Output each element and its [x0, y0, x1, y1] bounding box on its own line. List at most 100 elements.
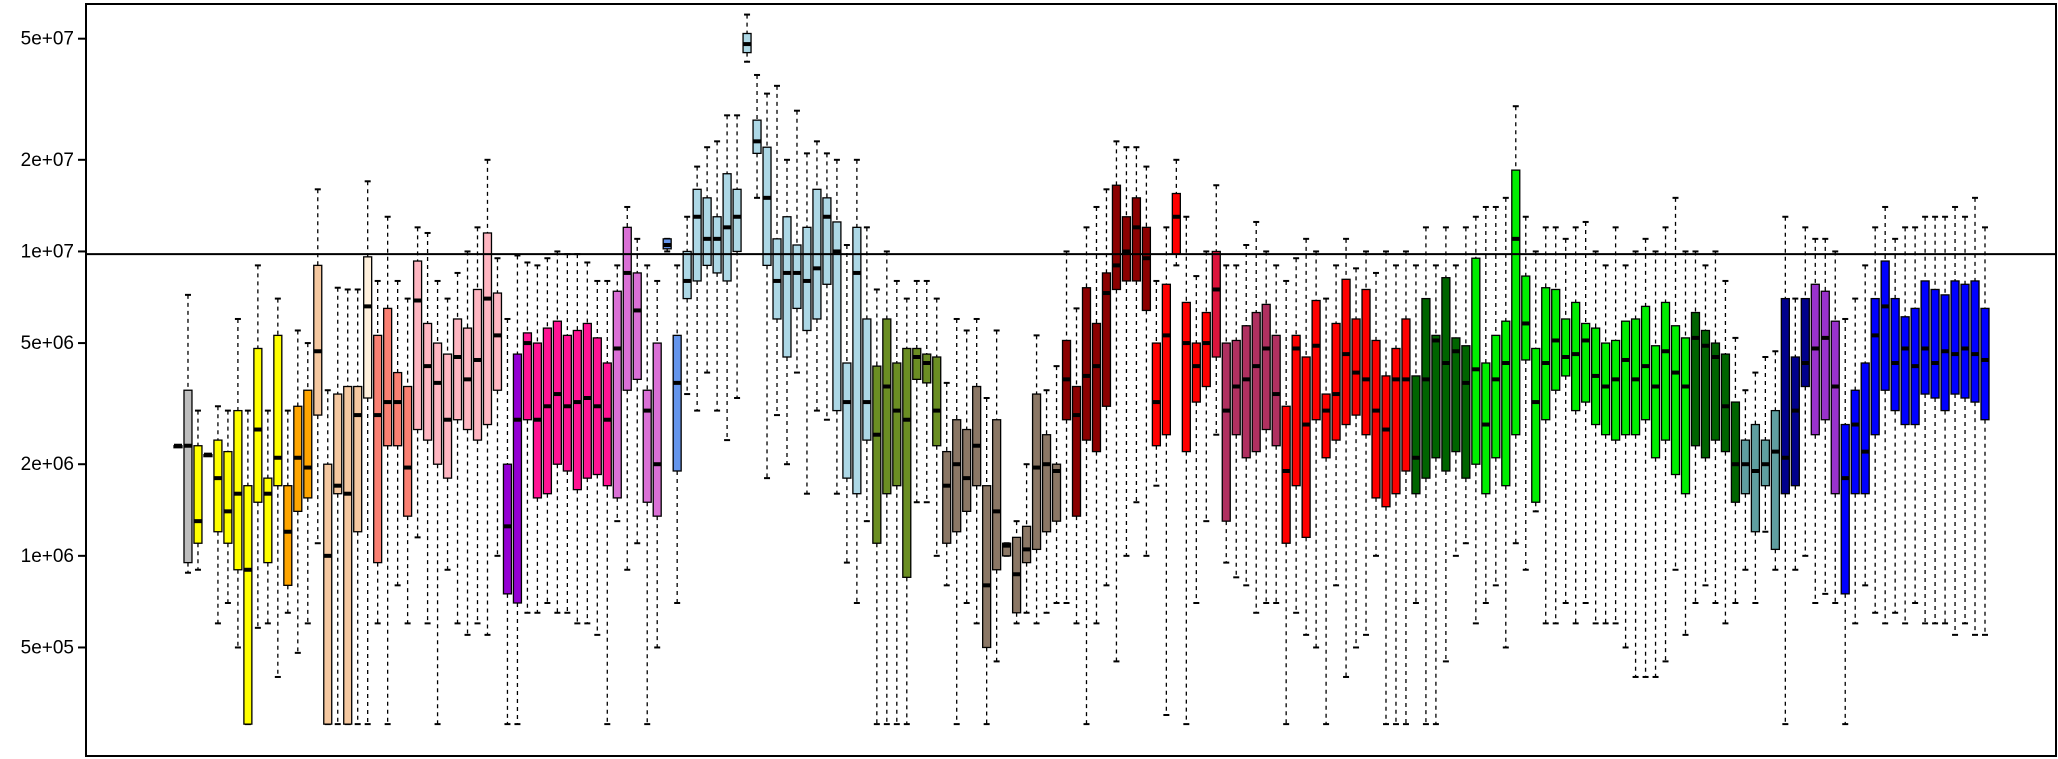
box-9-0	[412, 226, 423, 539]
box-11-2	[542, 257, 553, 604]
box-body	[1690, 311, 1701, 447]
box-11-5	[572, 253, 582, 625]
box-21-5	[1331, 264, 1341, 587]
box-15-3	[902, 297, 912, 726]
y-tick-label: 1e+06	[21, 546, 74, 567]
box-18-3	[1181, 215, 1191, 726]
box-12-3	[642, 264, 652, 726]
box-body	[802, 226, 812, 332]
box-9-1	[422, 231, 433, 625]
box-21-2	[1301, 237, 1311, 636]
box-body	[412, 260, 423, 431]
box-4-1	[223, 409, 233, 604]
box-4-3	[243, 409, 253, 726]
box-body	[1401, 318, 1411, 472]
box-body	[243, 485, 253, 725]
box-body	[1700, 329, 1711, 459]
box-14-9	[772, 84, 782, 417]
box-13-1	[672, 264, 682, 604]
box-body	[732, 188, 742, 253]
box-body	[1660, 301, 1671, 441]
box-body	[1860, 362, 1870, 495]
box-body	[512, 353, 523, 604]
box-25-1	[1750, 371, 1761, 604]
box-14-0	[682, 215, 692, 396]
box-body	[1541, 287, 1551, 421]
box-21-4	[1321, 297, 1331, 726]
box-body	[1471, 257, 1481, 465]
box-11-8	[602, 279, 612, 726]
box-body	[602, 362, 612, 487]
y-tick-label: 5e+06	[21, 333, 74, 354]
box-6-2	[333, 286, 343, 726]
box-body	[1201, 311, 1211, 388]
box-4-6	[273, 297, 283, 678]
box-body	[1930, 288, 1940, 399]
box-10-0	[502, 317, 513, 726]
box-body	[792, 244, 802, 310]
box-23-4	[1511, 105, 1521, 545]
box-body	[1301, 356, 1311, 539]
box-body	[303, 389, 313, 499]
box-12-2	[632, 237, 642, 545]
box-series	[173, 13, 1990, 726]
box-14-16	[842, 243, 852, 564]
box-14-15	[832, 158, 842, 495]
box-body	[1441, 277, 1451, 472]
box-9-4	[452, 271, 463, 625]
box-14-2	[702, 146, 712, 374]
box-27-2	[1830, 250, 1840, 604]
box-body	[253, 347, 263, 503]
box-body	[1321, 393, 1331, 459]
box-body	[832, 221, 842, 412]
box-15-0	[872, 288, 882, 726]
box-body	[1840, 423, 1850, 595]
box-body	[1351, 318, 1361, 416]
box-17-3	[1091, 205, 1102, 625]
box-body	[912, 347, 922, 381]
box-body	[333, 393, 343, 495]
box-body	[313, 264, 323, 416]
box-body	[1780, 297, 1790, 495]
box-10-1	[512, 254, 523, 726]
box-22-1	[1421, 226, 1431, 726]
box-15-4	[912, 279, 922, 504]
box-body	[1880, 260, 1890, 391]
box-14-3	[712, 140, 722, 412]
box-body	[822, 197, 832, 285]
box-28-12	[1960, 215, 1970, 625]
box-body	[323, 463, 333, 725]
box-body	[892, 362, 902, 487]
box-body	[1640, 305, 1651, 421]
box-body	[1730, 401, 1741, 503]
box-17-0	[1061, 250, 1072, 604]
box-body	[343, 385, 353, 725]
box-body	[1561, 318, 1571, 377]
box-body	[582, 322, 592, 479]
plot-frame	[85, 3, 2057, 757]
box-body	[1451, 337, 1461, 453]
box-8-0	[373, 279, 383, 625]
box-body	[452, 318, 463, 421]
box-body	[1331, 322, 1341, 441]
box-14-14	[822, 152, 832, 421]
box-body	[852, 226, 862, 495]
box-24-4	[1730, 336, 1741, 604]
box-28-6	[1900, 226, 1910, 625]
box-24-0	[1690, 250, 1701, 604]
box-28-11	[1950, 205, 1960, 636]
box-body	[1041, 434, 1052, 533]
box-body	[1900, 316, 1910, 426]
box-8-3	[402, 297, 413, 625]
box-body	[1830, 320, 1840, 495]
box-27-0	[1810, 237, 1820, 604]
box-body	[1341, 278, 1351, 426]
box-body	[692, 188, 702, 282]
box-body	[1680, 337, 1691, 495]
box-23-14	[1610, 226, 1621, 625]
box-body	[1950, 280, 1960, 395]
box-body	[562, 334, 572, 472]
box-body	[652, 342, 662, 517]
box-body	[1670, 325, 1681, 476]
